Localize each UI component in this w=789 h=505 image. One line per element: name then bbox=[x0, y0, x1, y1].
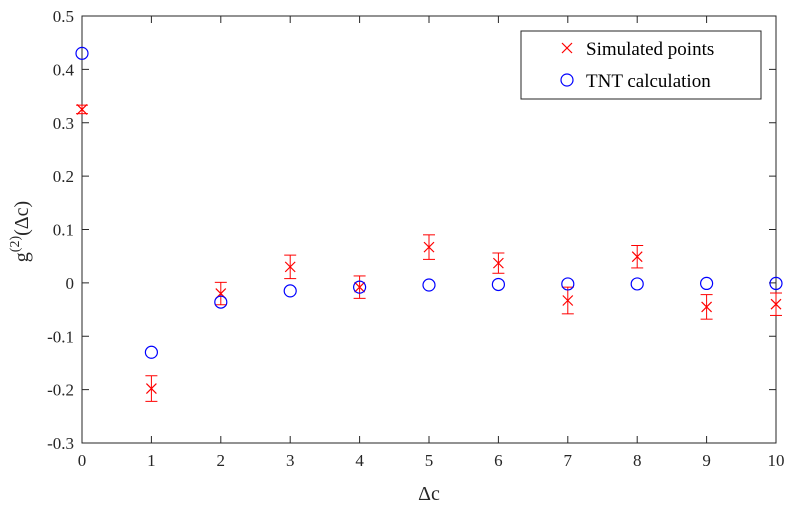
simulated-point bbox=[145, 383, 157, 394]
simulated-point bbox=[284, 261, 296, 273]
data-marks bbox=[75, 46, 783, 402]
tnt-point bbox=[561, 277, 575, 291]
x-tick-label: 1 bbox=[147, 451, 156, 470]
tnt-point bbox=[630, 277, 644, 291]
simulated-point bbox=[562, 295, 574, 306]
y-axis-label-base: g bbox=[11, 252, 33, 262]
x-tick-label: 7 bbox=[564, 451, 573, 470]
tnt-point bbox=[699, 276, 714, 291]
cross-stroke bbox=[284, 261, 296, 273]
x-tick-label: 3 bbox=[286, 451, 295, 470]
y-tick-label: 0.5 bbox=[53, 7, 74, 26]
tnt-point bbox=[214, 295, 228, 309]
x-tick-label: 4 bbox=[355, 451, 364, 470]
cross-stroke bbox=[562, 295, 574, 306]
x-tick-label: 10 bbox=[768, 451, 785, 470]
tnt-point bbox=[75, 46, 89, 60]
cross-stroke bbox=[76, 103, 88, 115]
simulated-point bbox=[701, 301, 713, 313]
simulated-point bbox=[770, 298, 782, 310]
legend-cross bbox=[561, 42, 573, 54]
simulated-point bbox=[423, 241, 435, 253]
legend-label-tnt: TNT calculation bbox=[586, 71, 711, 92]
tnt-point bbox=[353, 280, 367, 294]
y-tick-label: -0.2 bbox=[47, 381, 74, 400]
legend-marker-tnt bbox=[560, 73, 574, 87]
simulated-point bbox=[492, 257, 504, 269]
axis-ticks bbox=[81, 15, 777, 444]
cross-stroke bbox=[492, 257, 504, 269]
cross-stroke bbox=[354, 281, 366, 293]
legend: Simulated points TNT calculation bbox=[520, 30, 762, 100]
cross-stroke bbox=[423, 241, 435, 253]
y-tick-label: -0.1 bbox=[47, 327, 74, 346]
y-tick-label: -0.3 bbox=[47, 434, 74, 453]
simulated-point bbox=[631, 251, 643, 263]
axis-tick-labels: 0 1 2 3 4 5 6 7 8 9 10 -0.3 -0.2 -0.1 0 0.1 0.2 0.3 0.4 0.5 bbox=[47, 7, 784, 470]
y-axis-label: g(2)(Δc) bbox=[8, 201, 33, 262]
cross-stroke bbox=[145, 383, 157, 394]
legend-marker-simulated bbox=[561, 42, 573, 54]
y-tick-label: 0.3 bbox=[53, 114, 74, 133]
legend-box bbox=[520, 30, 762, 100]
y-axis-label-superscript: (2) bbox=[8, 236, 23, 253]
tnt-point bbox=[283, 284, 297, 298]
cross-stroke bbox=[701, 301, 713, 313]
tnt-point bbox=[769, 276, 783, 291]
tnt-point bbox=[422, 278, 436, 292]
tnt-point bbox=[491, 277, 505, 292]
x-tick-label: 2 bbox=[217, 451, 226, 470]
legend-label-simulated: Simulated points bbox=[586, 39, 714, 60]
y-axis-label-argument: (Δc) bbox=[11, 201, 33, 236]
y-tick-label: 0.1 bbox=[53, 221, 74, 240]
x-tick-label: 8 bbox=[633, 451, 642, 470]
y-tick-label: 0 bbox=[66, 274, 75, 293]
simulated-point bbox=[354, 281, 366, 293]
cross-stroke bbox=[631, 251, 643, 263]
x-tick-label: 5 bbox=[425, 451, 434, 470]
simulated-point bbox=[76, 103, 88, 115]
legend-circle bbox=[560, 73, 574, 87]
x-tick-label: 0 bbox=[78, 451, 87, 470]
y-tick-label: 0.4 bbox=[53, 60, 75, 79]
x-axis-label: Δc bbox=[418, 483, 440, 505]
cross-stroke bbox=[770, 298, 782, 310]
tnt-point bbox=[144, 345, 158, 359]
y-tick-label: 0.2 bbox=[53, 167, 74, 186]
x-tick-label: 9 bbox=[702, 451, 711, 470]
x-tick-label: 6 bbox=[494, 451, 503, 470]
cross-stroke bbox=[561, 42, 573, 54]
